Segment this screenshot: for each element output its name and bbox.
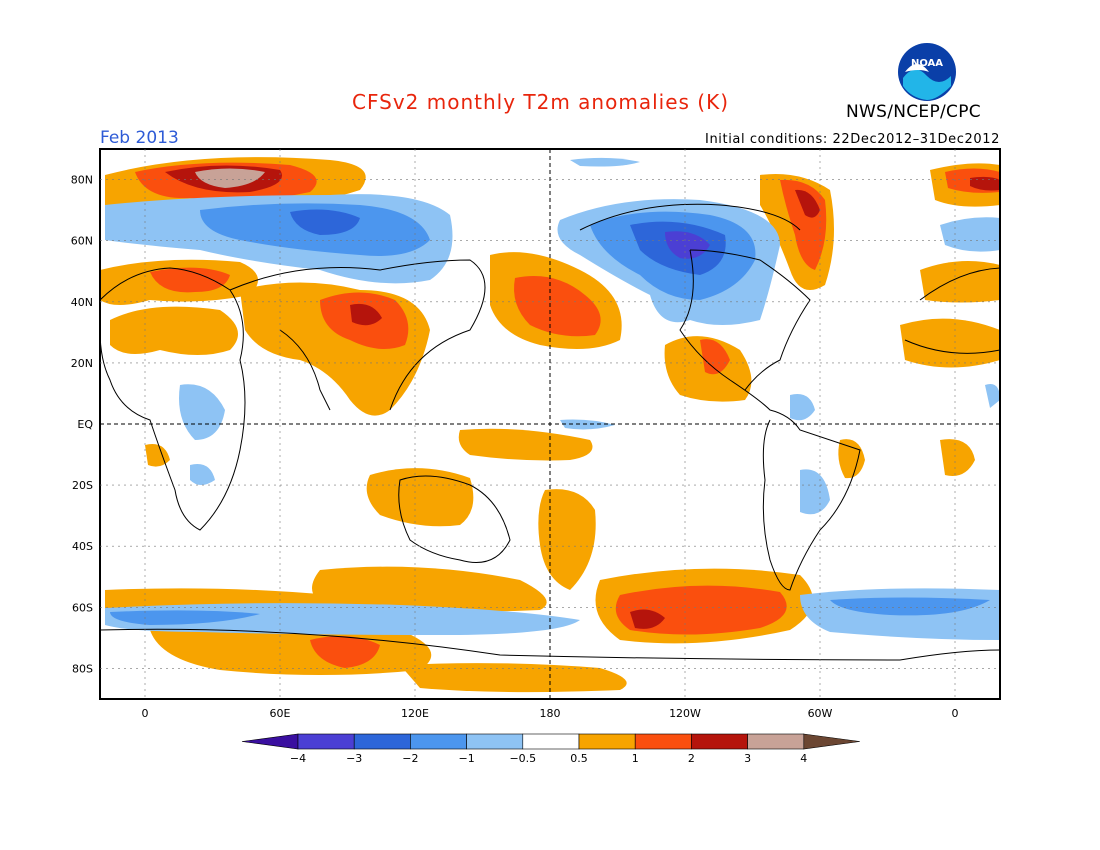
colorbar-bin — [691, 733, 748, 750]
colorbar-bin — [522, 733, 580, 750]
lon-label: 120W — [669, 707, 701, 720]
colorbar-bin — [634, 733, 692, 750]
colorbar-tick-label: 1 — [632, 752, 639, 765]
colorbar-bin — [466, 733, 524, 750]
colorbar-tick-label: −4 — [290, 752, 306, 765]
colorbar-tick-label: −2 — [402, 752, 418, 765]
cool-anomaly-3to4 — [665, 231, 710, 259]
colorbar-bins — [241, 733, 860, 750]
colorbar-tick-label: −3 — [346, 752, 362, 765]
colorbar-tick-label: 4 — [800, 752, 807, 765]
colorbar-tick-label: 0.5 — [570, 752, 588, 765]
lat-label: 20N — [71, 357, 93, 370]
reference-lines — [100, 149, 1000, 699]
latitude-labels: 80N 60N 40N 20N EQ 20S 40S 60S 80S — [71, 174, 94, 676]
colorbar-tick-label: −1 — [458, 752, 474, 765]
colorbar-bin — [353, 733, 411, 750]
lat-label: 40N — [71, 296, 93, 309]
colorbar-tick-label: 2 — [688, 752, 695, 765]
warm-anomaly-3to4 — [195, 168, 265, 188]
colorbar-tick-label: 3 — [744, 752, 751, 765]
chart-title: CFSv2 monthly T2m anomalies (K) — [352, 90, 729, 114]
initial-conditions-label: Initial conditions: 22Dec2012–31Dec2012 — [705, 132, 1000, 147]
lat-label: 60N — [71, 235, 93, 248]
lat-label: 60S — [72, 601, 93, 614]
noaa-logo: NOAA — [897, 42, 957, 102]
anomaly-field — [100, 157, 1000, 693]
lat-label: 80N — [71, 174, 93, 187]
colorbar-bin — [410, 733, 467, 750]
colorbar-bin-min — [241, 733, 299, 750]
colorbar-tick-label: −0.5 — [509, 752, 536, 765]
colorbar-bin — [578, 733, 636, 750]
lon-label: 0 — [952, 707, 959, 720]
lon-label: 60W — [808, 707, 833, 720]
longitude-labels: 0 60E 120E 180 120W 60W 0 — [142, 707, 959, 720]
lon-label: 0 — [142, 707, 149, 720]
valid-month-label: Feb 2013 — [100, 128, 179, 148]
colorbar-tick-labels: −4 −3 −2 −1 −0.5 0.5 1 2 3 4 — [290, 752, 807, 765]
lat-label: 20S — [72, 479, 93, 492]
lat-label: 40S — [72, 540, 93, 553]
lon-label: 120E — [401, 707, 429, 720]
lon-label: 60E — [270, 707, 291, 720]
lon-label: 180 — [540, 707, 561, 720]
lat-label: 80S — [72, 662, 93, 675]
colorbar-bin — [747, 733, 805, 750]
logo-text: NOAA — [911, 58, 943, 69]
lat-label: EQ — [77, 418, 93, 431]
colorbar-bin-max — [803, 733, 860, 750]
colorbar-bin — [297, 733, 355, 750]
organization-label: NWS/NCEP/CPC — [846, 102, 981, 122]
coastlines — [100, 203, 1000, 661]
